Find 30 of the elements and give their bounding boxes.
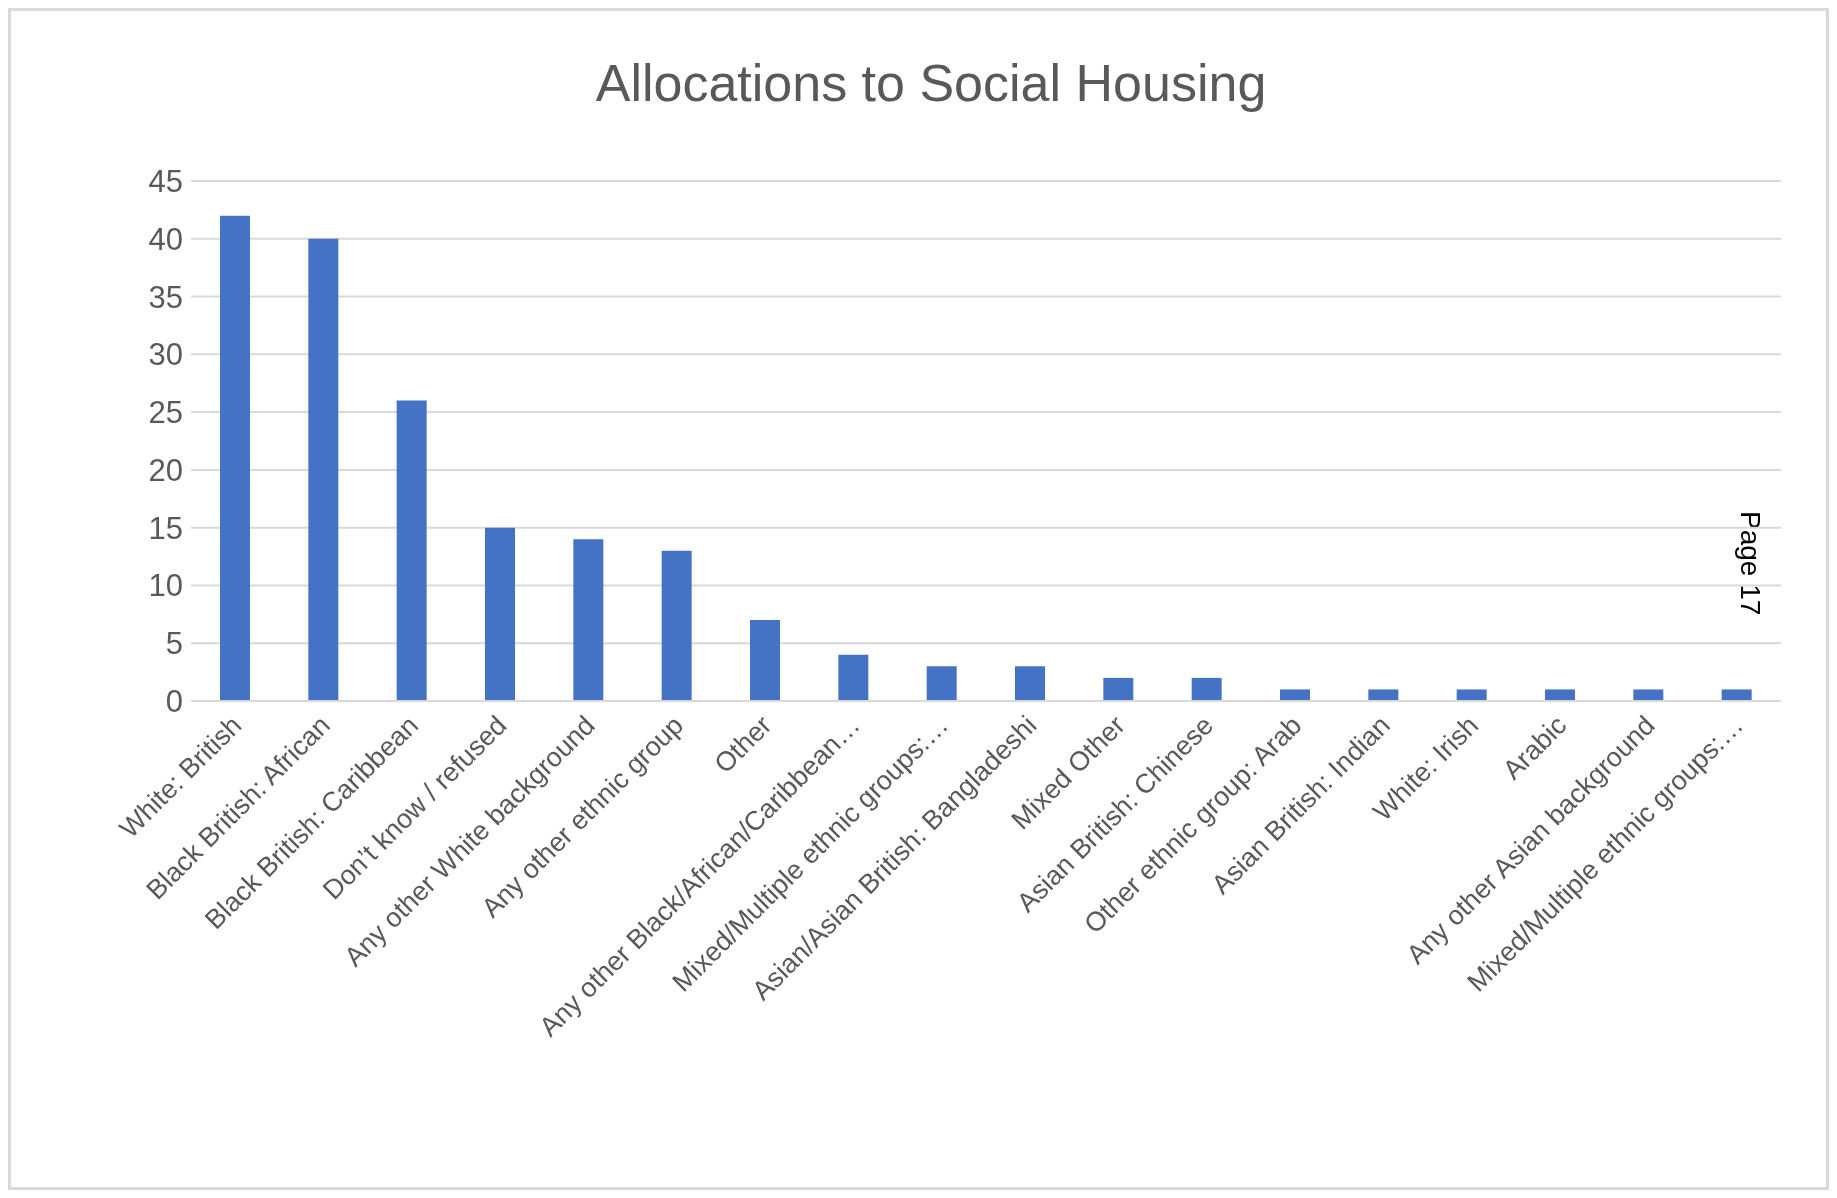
y-tick-label: 15 xyxy=(148,510,183,546)
bar xyxy=(1545,689,1575,701)
y-tick-label: 5 xyxy=(165,626,183,662)
bar xyxy=(1368,689,1399,701)
bar xyxy=(1456,689,1487,701)
y-tick-label: 40 xyxy=(148,221,183,257)
y-tick-label: 10 xyxy=(148,568,183,604)
bar xyxy=(308,238,339,701)
bar xyxy=(1633,689,1664,701)
y-tick-label: 20 xyxy=(148,452,183,488)
bar xyxy=(1015,666,1045,701)
bar xyxy=(485,527,515,701)
bar xyxy=(1721,689,1752,701)
bar xyxy=(396,400,427,701)
annotation: Page 17 xyxy=(1734,511,1766,616)
y-tick-label: 25 xyxy=(148,395,183,431)
y-tick-label: 0 xyxy=(165,684,183,720)
bar xyxy=(220,215,250,701)
y-tick-label: 35 xyxy=(148,279,183,315)
bar xyxy=(838,654,869,701)
bar xyxy=(1103,677,1134,701)
bar xyxy=(573,539,604,701)
bar xyxy=(926,666,957,701)
bar xyxy=(1191,677,1222,701)
y-tick-label: 45 xyxy=(148,164,183,200)
bar xyxy=(661,550,692,701)
chart-title: Allocations to Social Housing xyxy=(594,53,1268,113)
bar xyxy=(750,620,780,701)
y-tick-label: 30 xyxy=(148,337,183,373)
bar xyxy=(1280,689,1310,701)
